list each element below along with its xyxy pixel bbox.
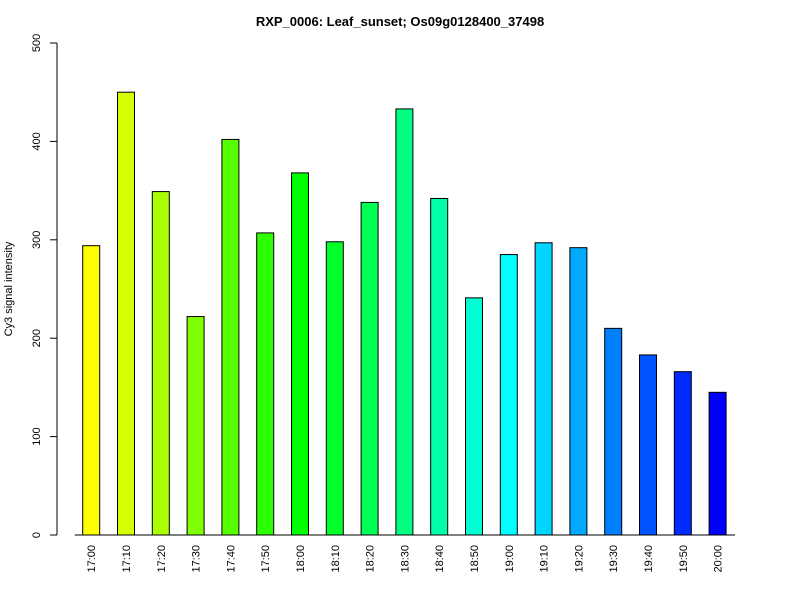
x-tick-label: 18:20 xyxy=(365,545,377,573)
x-tick-label: 17:50 xyxy=(260,545,272,573)
x-tick-label: 18:30 xyxy=(399,545,411,573)
bar-1920 xyxy=(569,247,588,536)
x-tick-label: 19:20 xyxy=(573,545,585,573)
bar-1950 xyxy=(673,371,692,536)
x-tick-label: 17:40 xyxy=(225,545,237,573)
bar-1700 xyxy=(82,245,101,536)
bar-1900 xyxy=(499,254,518,536)
y-tick-label: 300 xyxy=(31,231,43,249)
x-tick-label: 19:50 xyxy=(678,545,690,573)
bar-1940 xyxy=(639,354,657,536)
y-tick-label: 500 xyxy=(31,34,43,52)
x-tick-label: 19:30 xyxy=(608,545,620,573)
x-tick-label: 20:00 xyxy=(713,545,725,573)
y-tick-label: 400 xyxy=(31,132,43,150)
bar-1750 xyxy=(256,232,275,536)
x-tick-label: 17:20 xyxy=(156,545,168,573)
bars-group xyxy=(74,91,735,536)
x-tick-label: 17:00 xyxy=(86,545,98,573)
y-axis-label: Cy3 signal intensity xyxy=(3,241,15,336)
bar-1730 xyxy=(186,316,205,536)
x-tick-label: 17:10 xyxy=(121,545,133,573)
y-axis: 0 100 200 300 400 500 xyxy=(31,34,58,538)
bar-2000 xyxy=(708,391,727,536)
x-tick-label: 19:10 xyxy=(539,545,551,573)
x-tick-label: 19:40 xyxy=(643,545,655,573)
chart-title: RXP_0006: Leaf_sunset; Os09g0128400_3749… xyxy=(256,14,544,29)
bar-1710 xyxy=(117,91,135,536)
x-tick-labels: 17:00 17:10 17:20 17:30 17:40 17:50 18:00 18:10… xyxy=(86,545,724,573)
y-tick-label: 0 xyxy=(31,532,43,538)
x-tick-label: 19:00 xyxy=(504,545,516,573)
bar-1910 xyxy=(534,242,553,536)
bar-1850 xyxy=(465,297,483,536)
bar-1740 xyxy=(221,138,240,536)
bar-1840 xyxy=(430,197,449,536)
y-tick-label: 100 xyxy=(31,427,43,445)
y-tick-label: 200 xyxy=(31,329,43,347)
bar-1930 xyxy=(604,327,623,536)
bar-1820 xyxy=(360,201,379,536)
x-tick-label: 18:00 xyxy=(295,545,307,573)
bar-1830 xyxy=(395,108,414,536)
x-tick-label: 17:30 xyxy=(191,545,203,573)
x-tick-label: 18:40 xyxy=(434,545,446,573)
bar-1800 xyxy=(291,172,309,536)
x-tick-label: 18:10 xyxy=(330,545,342,573)
x-tick-label: 18:50 xyxy=(469,545,481,573)
bar-1810 xyxy=(325,241,344,536)
bar-1720 xyxy=(151,191,170,536)
